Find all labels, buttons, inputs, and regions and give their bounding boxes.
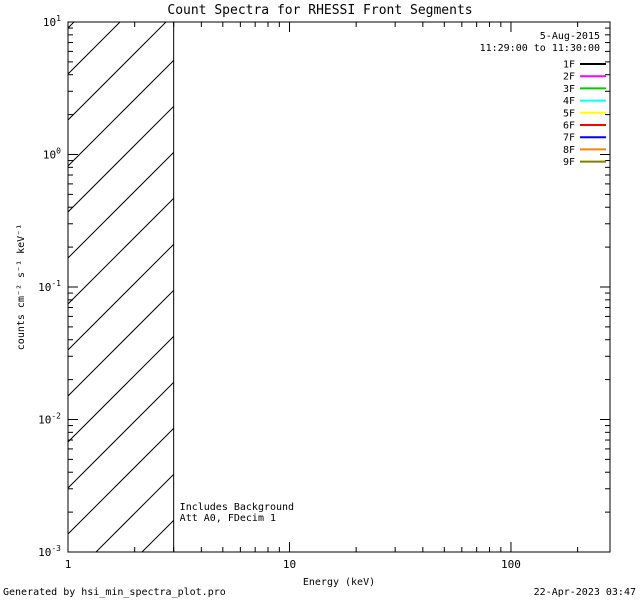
hatch-line [141, 519, 174, 552]
legend-time-range: 11:29:00 to 11:30:00 [480, 43, 600, 54]
hatch-pattern [68, 22, 174, 552]
hatch-line [68, 105, 174, 213]
legend-label-9F: 9F [563, 157, 575, 168]
x-tick-label: 1 [65, 558, 72, 571]
legend-label-5F: 5F [563, 108, 575, 119]
legend-label-6F: 6F [563, 121, 575, 132]
legend-label-8F: 8F [563, 145, 575, 156]
legend-label-4F: 4F [563, 96, 575, 107]
axis-ticks [67, 21, 610, 553]
generator-credit: Generated by hsi_min_spectra_plot.pro [3, 587, 226, 598]
legend-label-3F: 3F [563, 84, 575, 95]
hatch-line [68, 151, 174, 259]
hatch-line [68, 22, 75, 29]
hatch-line [68, 427, 174, 535]
y-tick-label: 101 [43, 14, 61, 29]
hatch-line [68, 381, 174, 489]
hatch-line [68, 335, 174, 443]
annotation-text: Includes Background [180, 502, 294, 513]
chart-title: Count Spectra for RHESSI Front Segments [167, 3, 473, 18]
render-timestamp: 22-Apr-2023 03:47 [533, 587, 636, 598]
legend-label-1F: 1F [563, 60, 575, 71]
annotation-text: Att A0, FDecim 1 [180, 513, 276, 524]
x-axis-label: Energy (keV) [303, 577, 375, 588]
y-tick-label: 10-1 [38, 279, 61, 294]
y-axis-label: counts cm⁻² s⁻¹ keV⁻¹ [16, 224, 27, 350]
hatch-line [68, 243, 174, 351]
legend-label-7F: 7F [563, 133, 575, 144]
y-tick-label: 10-2 [38, 412, 61, 427]
plot-frame [67, 21, 611, 553]
legend-date: 5-Aug-2015 [540, 31, 600, 42]
hatch-line [95, 473, 174, 552]
y-tick-label: 10-3 [38, 544, 61, 559]
x-tick-label: 10 [283, 558, 296, 571]
x-tick-label: 100 [501, 558, 521, 571]
hatch-line [68, 289, 174, 397]
hatch-line [68, 22, 121, 75]
hatch-line [68, 59, 174, 167]
y-tick-label: 100 [43, 147, 61, 162]
legend-label-2F: 2F [563, 72, 575, 83]
hatch-line [68, 197, 174, 305]
hatch-line [68, 22, 167, 121]
